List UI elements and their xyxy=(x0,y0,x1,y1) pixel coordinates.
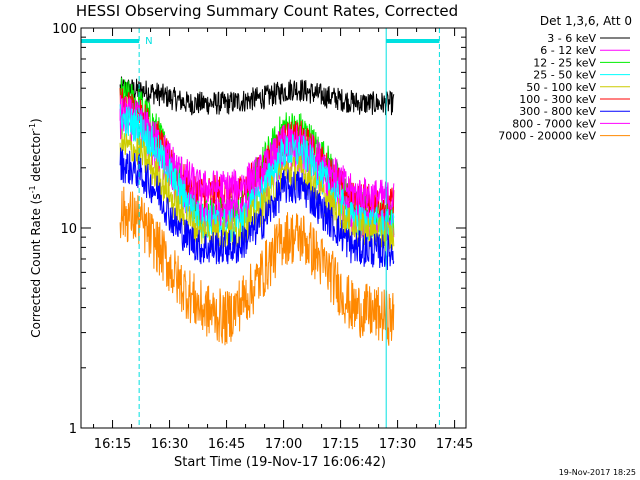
legend-label: 6 - 12 keV xyxy=(540,44,596,57)
series-line-6-12-kev xyxy=(119,95,395,216)
y-axis-label-sup-2: -1 xyxy=(28,123,37,131)
x-tick-label: 17:30 xyxy=(379,437,416,452)
chart-title: HESSI Observing Summary Count Rates, Cor… xyxy=(76,2,458,20)
x-tick-label: 16:45 xyxy=(208,437,245,452)
y-tick-label: 1 xyxy=(69,422,77,437)
legend-label: 50 - 100 keV xyxy=(526,81,596,94)
annotation-bar xyxy=(81,39,140,43)
y-tick-label: 100 xyxy=(52,22,77,37)
series-line-7000-20000-kev xyxy=(119,186,395,346)
legend-label: 300 - 800 keV xyxy=(519,105,596,118)
x-tick-label: 17:00 xyxy=(265,437,302,452)
y-axis-label: Corrected Count Rate (s-1 detector-1) xyxy=(28,118,43,337)
annotation-bar xyxy=(386,39,440,43)
x-tick-label: 16:30 xyxy=(151,437,188,452)
legend-label: 100 - 300 keV xyxy=(519,93,596,106)
y-axis-label-end: ) xyxy=(29,118,43,123)
y-axis-label-sup-1: -1 xyxy=(28,185,37,193)
x-tick-label: 17:45 xyxy=(436,437,473,452)
series-line-300-800-kev xyxy=(119,147,395,271)
series-layer xyxy=(119,76,395,346)
y-axis-label-mid: detector xyxy=(29,131,43,186)
legend-label: 25 - 50 keV xyxy=(533,69,596,82)
y-axis-label-main: Corrected Count Rate (s xyxy=(29,193,43,337)
axis-layer: 16:15 16:30 16:45 17:00 17:15 17:30 17:45 1 10 10… xyxy=(52,22,473,452)
annotation-bar-label: N xyxy=(145,36,152,47)
legend-label: 800 - 7000 keV xyxy=(512,117,596,130)
legend-label: 12 - 25 keV xyxy=(533,56,596,69)
x-tick-label: 16:15 xyxy=(94,437,131,452)
footer-date: 19-Nov-2017 18:25 xyxy=(559,468,636,477)
y-tick-label: 10 xyxy=(60,222,77,237)
legend-label: 7000 - 20000 keV xyxy=(498,130,596,143)
series-line-50-100-kev xyxy=(119,128,395,254)
legend-title: Det 1,3,6, Att 0 xyxy=(540,14,632,28)
x-tick-label: 17:15 xyxy=(322,437,359,452)
legend-label: 3 - 6 keV xyxy=(547,32,596,45)
x-axis-label: Start Time (19-Nov-17 16:06:42) xyxy=(174,455,386,470)
series-line-3-6-kev xyxy=(119,76,395,116)
